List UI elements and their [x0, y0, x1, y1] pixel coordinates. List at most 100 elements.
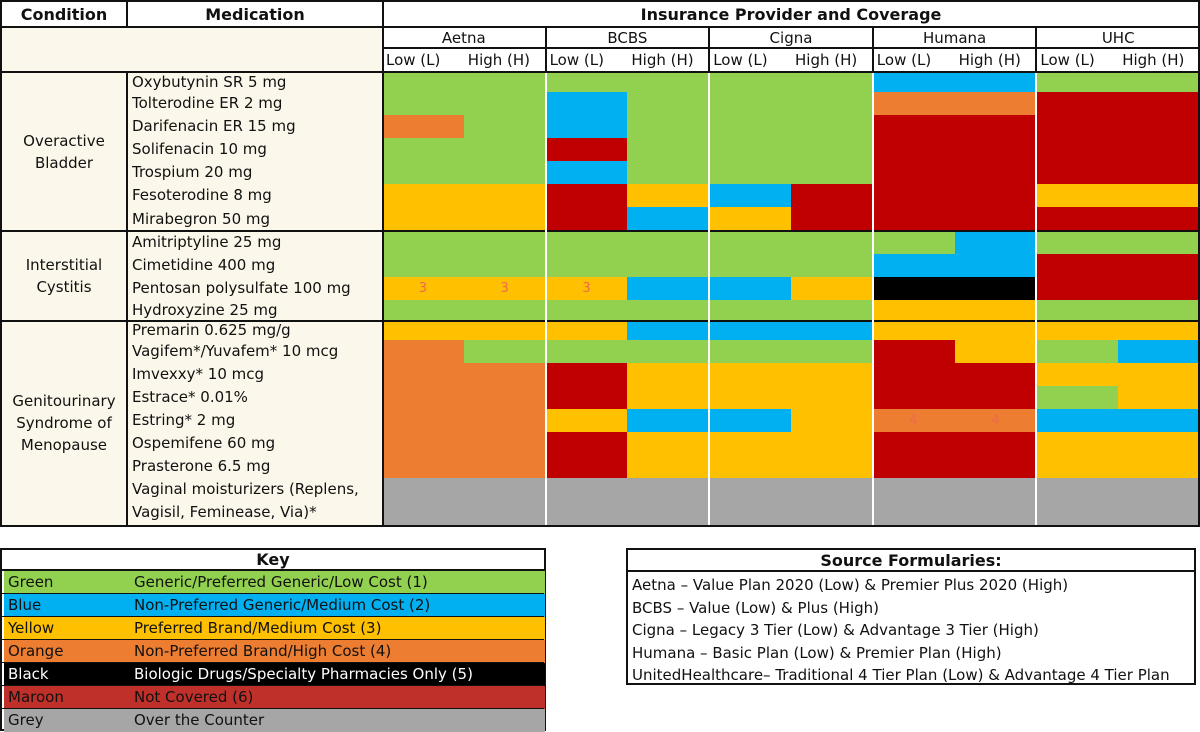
medication-column — [128, 73, 382, 525]
source-line: Aetna – Value Plan 2020 (Low) & Premier … — [632, 576, 1069, 594]
coverage-cell — [463, 409, 547, 432]
coverage-cell — [1036, 184, 1119, 207]
tier-number: 4 — [909, 413, 918, 428]
coverage-cell — [382, 409, 465, 432]
key-description: Biologic Drugs/Specialty Pharmacies Only… — [134, 665, 473, 683]
coverage-cell — [791, 184, 874, 207]
coverage-cell — [463, 277, 547, 300]
key-color-name: Grey — [8, 711, 44, 729]
coverage-cell — [872, 254, 956, 277]
coverage-cell — [954, 92, 1037, 115]
coverage-cell — [1036, 138, 1119, 161]
provider-divider — [544, 28, 547, 73]
low-label: Low (L) — [713, 51, 768, 69]
source-line: BCBS – Value (Low) & Plus (High) — [632, 598, 880, 617]
tier-number: 3 — [418, 281, 428, 296]
coverage-cell — [872, 340, 956, 363]
medication-name: Premarin 0.625 mg/g — [132, 321, 291, 339]
coverage-cell — [1118, 455, 1200, 478]
key-color-name: Orange — [8, 642, 64, 660]
source-line: UnitedHealthcare– Traditional 4 Tier Pla… — [632, 666, 1170, 684]
key-row-divider — [2, 593, 544, 594]
coverage-cell — [709, 92, 792, 115]
condition-gsm: Genitourinary Syndrome of Menopause — [12, 392, 116, 454]
coverage-cell — [709, 115, 792, 138]
coverage-cell — [709, 161, 792, 184]
medication-name: Ospemifene 60 mg — [132, 434, 276, 452]
coverage-cell — [954, 207, 1037, 231]
coverage-cell — [382, 184, 465, 207]
coverage-cell — [382, 207, 465, 231]
medication-header: Medication — [205, 4, 305, 24]
coverage-cell — [463, 138, 547, 161]
provider-gap — [708, 73, 711, 525]
grid-line — [0, 26, 382, 28]
key-row-divider — [2, 639, 544, 640]
coverage-cell — [545, 478, 628, 525]
coverage-cell — [627, 300, 710, 321]
key-color-name: Green — [8, 573, 54, 591]
coverage-cell — [545, 277, 628, 300]
coverage-cell — [954, 277, 1037, 300]
coverage-cell — [463, 184, 547, 207]
coverage-cell — [872, 432, 956, 455]
coverage-cell — [1036, 321, 1119, 340]
medication-name: Estrace* 0.01% — [132, 388, 248, 406]
coverage-cell — [709, 432, 792, 455]
grid-line — [0, 0, 2, 527]
coverage-cell — [791, 321, 874, 340]
coverage-cell — [545, 92, 628, 115]
coverage-cell — [545, 73, 628, 92]
coverage-cell — [872, 478, 956, 525]
coverage-cell — [545, 340, 628, 363]
coverage-cell — [627, 340, 710, 363]
provider-gap — [544, 73, 547, 525]
provider-divider — [871, 28, 874, 73]
condition-header: Condition — [20, 4, 108, 24]
coverage-cell — [872, 231, 956, 254]
coverage-cell — [463, 455, 547, 478]
coverage-cell — [872, 161, 956, 184]
low-label: Low (L) — [549, 51, 604, 69]
coverage-cell — [627, 254, 710, 277]
coverage-cell — [791, 432, 874, 455]
coverage-cell — [545, 455, 628, 478]
coverage-cell — [627, 184, 710, 207]
coverage-cell — [382, 386, 465, 409]
coverage-cell — [1036, 432, 1119, 455]
medication-name: Imvexxy* 10 mcg — [132, 365, 265, 383]
coverage-cell — [1118, 321, 1200, 340]
coverage-cell — [463, 231, 547, 254]
coverage-cell — [382, 321, 465, 340]
coverage-cell — [872, 321, 956, 340]
medication-name: Oxybutynin SR 5 mg — [132, 73, 287, 91]
coverage-cell — [709, 254, 792, 277]
coverage-cell — [1036, 300, 1119, 321]
coverage-cell — [545, 300, 628, 321]
coverage-cell — [463, 300, 547, 321]
coverage-cell — [627, 207, 710, 231]
coverage-cell — [709, 231, 792, 254]
grid-line — [382, 47, 1200, 49]
coverage-cell — [545, 207, 628, 231]
coverage-cell — [382, 138, 465, 161]
medication-name: Amitriptyline 25 mg — [132, 233, 282, 251]
high-label: High (H) — [958, 51, 1021, 69]
coverage-cell — [463, 207, 547, 231]
coverage-cell — [872, 207, 956, 231]
coverage-cell — [709, 138, 792, 161]
source-formularies: Source Formularies: Aetna – Value Plan 2… — [626, 548, 1196, 685]
coverage-cell — [627, 277, 710, 300]
coverage-cell — [709, 277, 792, 300]
condition-column — [2, 73, 126, 525]
coverage-cell — [627, 231, 710, 254]
coverage-cell — [872, 277, 956, 300]
coverage-cell — [1036, 161, 1119, 184]
coverage-cell — [1118, 161, 1200, 184]
medication-name: Solifenacin 10 mg — [132, 140, 267, 158]
grid-line — [382, 0, 384, 527]
coverage-cell — [709, 184, 792, 207]
coverage-cell — [545, 432, 628, 455]
coverage-cell — [872, 455, 956, 478]
coverage-cell — [1118, 231, 1200, 254]
